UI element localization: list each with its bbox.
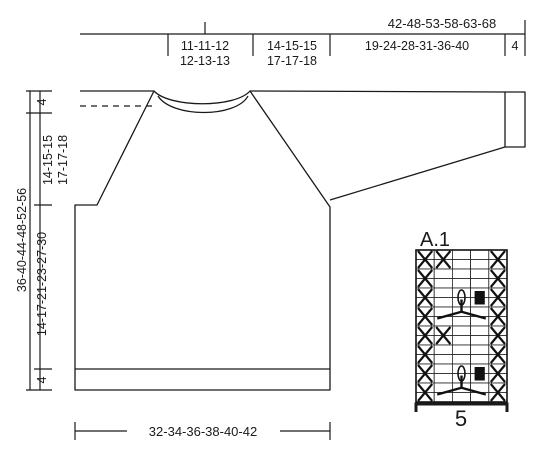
filled-square-mark (474, 367, 485, 381)
chart-cell (433, 268, 453, 279)
purl-cross-mark (489, 345, 506, 364)
right-leg-mark (461, 310, 487, 320)
chart-cell (470, 268, 490, 279)
neck-width-line2: 12-13-13 (180, 54, 230, 68)
chest-width-label: 32-34-36-38-40-42 (149, 424, 257, 439)
neck-width-line1: 11-11-12 (181, 39, 229, 53)
purl-cross-mark (489, 383, 506, 402)
chart-cell (451, 354, 471, 365)
raglan-height-line2: 17-17-18 (56, 135, 70, 185)
purl-cross-mark (489, 364, 506, 383)
sleeve-length-label: 19-24-28-31-36-40 (365, 39, 469, 53)
chart-cell (451, 268, 471, 279)
chart-width-label: 5 (455, 406, 467, 431)
chart-cell (433, 278, 453, 289)
chart-cell (451, 249, 471, 260)
chart-cell (451, 325, 471, 336)
chart-cell (433, 363, 453, 374)
chart-cell (451, 278, 471, 289)
left-leg-mark (436, 386, 462, 396)
chart-width-bracket (414, 402, 509, 412)
chart-cell (470, 335, 490, 346)
shoulder-width-line1: 14-15-15 (267, 39, 317, 53)
total-length-label: 36-40-44-48-52-56 (15, 188, 29, 292)
purl-cross-mark (489, 250, 506, 269)
right-leg-mark (461, 386, 487, 396)
chart-cell (470, 249, 490, 260)
purl-cross-mark (417, 326, 434, 345)
neck-rib-label: 4 (35, 98, 49, 105)
shoulder-width-line2: 17-17-18 (267, 54, 317, 68)
sweater-outline (74, 90, 526, 391)
chart-a1-grid (415, 249, 508, 403)
body-shape (74, 90, 331, 391)
sleeve-cuff (505, 91, 526, 148)
cuff-length-label: 4 (512, 39, 519, 53)
purl-cross-mark (417, 288, 434, 307)
chart-cell (451, 335, 471, 346)
purl-cross-mark (417, 250, 434, 269)
purl-cross-mark (489, 307, 506, 326)
purl-cross-mark (489, 269, 506, 288)
chart-cell (470, 354, 490, 365)
chart-border (415, 249, 508, 403)
chart-cell (470, 259, 490, 270)
purl-cross-mark (435, 250, 452, 269)
purl-cross-mark (489, 288, 506, 307)
purl-cross-mark (435, 326, 452, 345)
chart-title: A.1 (420, 229, 450, 251)
top-measurement-rulers (80, 20, 526, 56)
raglan-height-line1: 14-15-15 (41, 135, 55, 185)
chart-cell (451, 316, 471, 327)
chart-cell (470, 344, 490, 355)
chart-cell (451, 392, 471, 403)
purl-cross-mark (489, 326, 506, 345)
bottom-measurement-ruler (74, 422, 331, 440)
left-leg-mark (436, 310, 462, 320)
chart-cell (470, 325, 490, 336)
purl-cross-mark (417, 345, 434, 364)
purl-cross-mark (417, 269, 434, 288)
chart-cell (433, 354, 453, 365)
chart-cell (433, 373, 453, 384)
purl-cross-mark (417, 364, 434, 383)
neck-shape (157, 95, 249, 114)
chart-cell (451, 259, 471, 270)
overall-width-label: 42-48-53-58-63-68 (388, 16, 496, 31)
filled-square-mark (474, 291, 485, 305)
chart-cell (433, 344, 453, 355)
chart-cell (470, 278, 490, 289)
left-measurement-rulers (26, 90, 52, 391)
chart-cell (451, 344, 471, 355)
body-length-label: 14-17-21-23-27-30 (35, 232, 49, 336)
purl-cross-mark (417, 307, 434, 326)
sleeve-shape (249, 90, 506, 201)
hem-rib-label: 4 (35, 376, 49, 383)
chart-cell (433, 297, 453, 308)
purl-cross-mark (417, 383, 434, 402)
chart-width-bracket-line (414, 402, 509, 412)
chart-cell (433, 287, 453, 298)
